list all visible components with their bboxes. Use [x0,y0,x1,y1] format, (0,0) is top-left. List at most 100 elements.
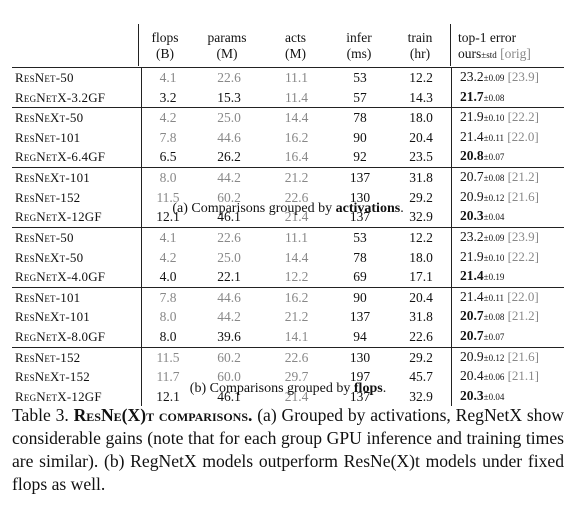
cell-params: 46.1 [217,209,241,225]
table-row: RegNetX-12GF 12.1 46.1 21.4 137 32.9 20.3±0.04 [12,386,564,407]
model-name: RegNetX-4.0GF [12,267,142,288]
table-row: RegNetX-12GF 12.1 46.1 21.4 137 32.9 20.3±0.04 [12,207,564,227]
cell-infer: 130 [329,346,391,368]
cell-params: 44.2 [217,309,241,325]
cell-top1-error: 23.2±0.09 [23.9] [451,66,564,88]
table-row: ResNeXt-101 8.0 44.2 21.2 137 31.8 20.7±0.08 [… [12,166,564,188]
cell-acts: 22.6 [264,346,329,368]
cell-flops: 4.2 [159,249,177,265]
cell-top1-error: 21.9±0.10 [22.2] [460,248,539,264]
header-top1-error: top-1 error ours±std [orig] [458,30,531,61]
cell-params: 25.0 [217,249,241,265]
cell-top1-error: 20.7±0.08 [21.2] [460,308,539,324]
model-name: ResNet-50 [12,226,142,248]
model-name: RegNetX-3.2GF [12,87,142,108]
cell-acts: 21.4 [284,388,309,404]
cell-top1-error: 21.4±0.11 [22.0] [460,128,539,144]
cell-params: 60.0 [217,369,241,385]
cell-infer: 197 [349,369,371,385]
cell-infer: 137 [349,309,371,325]
cell-params: 25.0 [194,107,264,128]
cell-acts: 14.1 [284,328,309,344]
cell-acts: 21.4 [284,209,309,225]
model-name: ResNeXt-152 [12,367,142,387]
model-name: ResNeXt-50 [12,247,142,268]
table-caption-title: ResNe(X)t comparisons. [73,405,253,425]
cell-acts: 16.2 [264,286,329,308]
table-row: ResNet-101 7.8 44.6 16.2 90 20.4 21.4±0.11 [22… [12,286,564,308]
table-row: RegNetX-6.4GF 6.5 26.2 16.4 92 23.5 20.8±0.07 [12,147,564,168]
cell-infer: 53 [329,226,391,248]
cell-flops: 6.5 [159,149,177,165]
cell-flops: 4.1 [141,66,194,88]
table-row: ResNet-50 4.1 22.6 11.1 53 12.2 23.2±0.09 [23.… [12,226,564,248]
cell-train: 23.5 [391,147,452,168]
table-group-b: ResNet-50 4.1 22.6 11.1 53 12.2 23.2±0.09 [23.… [12,226,564,407]
cell-params: 15.3 [217,89,241,105]
cell-top1-error: 23.2±0.09 [23.9] [451,226,564,248]
model-name: ResNeXt-101 [12,166,142,188]
cell-flops: 4.2 [141,107,194,128]
cell-train: 20.4 [391,286,452,308]
cell-params: 22.6 [194,66,264,88]
cell-params: 60.2 [217,189,241,205]
cell-top1-error: 20.7±0.07 [460,327,505,343]
cell-top1-error: 20.9±0.12 [21.6] [451,346,564,368]
model-name: RegNetX-8.0GF [12,326,142,348]
cell-train: 32.9 [391,207,452,227]
header-acts: acts (M) [285,30,306,61]
table-caption-text: (a) Grouped by activations, RegNetX show… [12,405,564,494]
cell-params: 26.2 [217,149,241,165]
cell-acts: 21.2 [284,309,309,325]
cell-train: 20.4 [391,127,452,148]
cell-params: 44.6 [217,129,241,145]
cell-flops: 8.0 [159,328,177,344]
cell-infer: 69 [353,269,367,285]
table-row: ResNeXt-50 4.2 25.0 14.4 78 18.0 21.9±0.10 [22… [12,247,564,268]
header-divider-left [138,24,139,66]
model-name: RegNetX-12GF [12,386,142,407]
table-a: ResNet-50 4.1 22.6 11.1 53 12.2 23.2±0.09 [23.… [12,66,564,227]
cell-train: 22.6 [391,326,452,348]
table-row: ResNet-152 11.5 60.2 22.6 130 29.2 20.9±0.12 [… [12,187,564,208]
cell-top1-error: 21.7±0.08 [460,88,505,104]
cell-top1-error: 20.9±0.12 [21.6] [460,188,539,204]
cell-infer: 78 [329,107,391,128]
cell-infer: 92 [353,149,367,165]
table-row: RegNetX-4.0GF 4.0 22.1 12.2 69 17.1 21.4±0.19 [12,267,564,288]
cell-flops: 8.0 [141,166,194,188]
cell-flops: 12.1 [156,209,180,225]
caption-b: (b) Comparisons grouped by flops. [189,381,387,396]
cell-top1-error: 21.9±0.10 [22.2] [451,107,564,128]
cell-top1-error: 20.8±0.07 [460,148,505,164]
cell-infer: 90 [353,129,367,145]
model-name: ResNet-50 [12,66,142,88]
cell-params: 44.2 [194,166,264,188]
cell-flops: 4.1 [141,226,194,248]
cell-train: 29.2 [391,346,452,368]
cell-train: 12.2 [391,66,452,88]
cell-train: 12.2 [391,226,452,248]
cell-infer: 137 [349,388,371,404]
table-b: ResNet-50 4.1 22.6 11.1 53 12.2 23.2±0.09 [23.… [12,226,564,407]
cell-train: 29.2 [391,187,452,208]
cell-params: 46.1 [217,388,241,404]
cell-acts: 21.2 [264,166,329,188]
table-header: flops (B) params (M) acts (M) infer (ms) tra… [12,20,564,66]
cell-top1-error: 20.3±0.04 [460,208,505,224]
table-row: RegNetX-3.2GF 3.2 15.3 11.4 57 14.3 21.7±0.08 [12,87,564,108]
table-row: ResNet-101 7.8 44.6 16.2 90 20.4 21.4±0.11 [22… [12,127,564,148]
header-flops: flops (B) [151,30,179,61]
model-name: ResNet-152 [12,187,142,208]
cell-params: 60.2 [194,346,264,368]
table-row: ResNeXt-152 11.7 60.0 29.7 197 45.7 20.4±0.06 … [12,367,564,387]
cell-acts: 14.4 [284,249,309,265]
cell-flops: 11.5 [156,189,180,205]
table-caption: Table 3. ResNe(X)t comparisons. (a) Grou… [12,404,564,496]
cell-top1-error: 21.4±0.19 [460,268,505,284]
cell-acts: 11.1 [264,226,329,248]
cell-flops: 7.8 [159,129,177,145]
header-infer: infer (ms) [346,30,372,61]
cell-infer: 57 [353,89,367,105]
model-name: ResNet-152 [12,346,142,368]
